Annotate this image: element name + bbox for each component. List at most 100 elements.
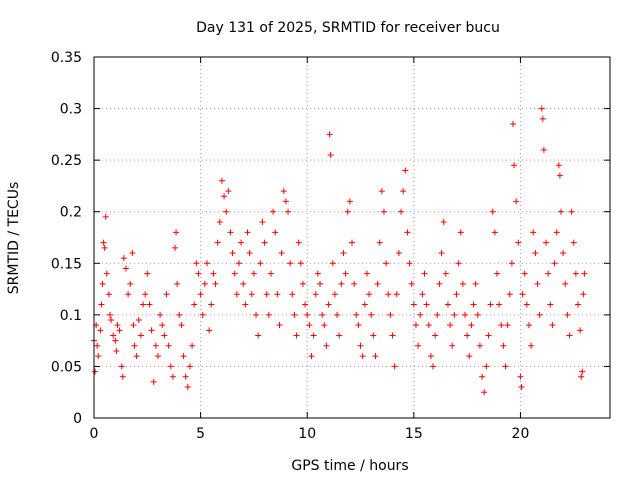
data-point [193, 260, 200, 267]
data-point [530, 229, 537, 236]
data-point [387, 311, 394, 318]
data-point [393, 291, 400, 298]
data-point [325, 301, 332, 308]
data-point [302, 301, 309, 308]
data-point [572, 270, 579, 277]
data-point [246, 249, 253, 256]
data-point [415, 342, 422, 349]
data-point [157, 311, 164, 318]
data-point [253, 311, 260, 318]
data-point [270, 208, 277, 215]
data-point [440, 219, 447, 226]
data-point [195, 270, 202, 277]
data-point [140, 301, 147, 308]
data-point [470, 301, 477, 308]
data-point [178, 322, 185, 329]
data-point [406, 260, 413, 267]
data-point [355, 322, 362, 329]
data-point [150, 378, 157, 385]
data-point [562, 280, 569, 287]
data-point [444, 301, 451, 308]
data-point [577, 327, 584, 334]
data-point [267, 270, 274, 277]
data-point [229, 249, 236, 256]
data-point [167, 363, 174, 370]
data-point [119, 373, 126, 380]
data-point [515, 239, 522, 246]
data-point [295, 239, 302, 246]
data-point [130, 322, 137, 329]
x-tick-label: 10 [298, 426, 316, 442]
data-point [361, 301, 368, 308]
data-point [449, 342, 456, 349]
data-point [575, 301, 582, 308]
data-point [223, 208, 230, 215]
data-points [91, 105, 588, 396]
data-point [500, 342, 507, 349]
data-point [464, 332, 471, 339]
data-point [100, 239, 107, 246]
data-point [342, 270, 349, 277]
data-point [496, 301, 503, 308]
data-point [310, 332, 317, 339]
data-point [97, 327, 104, 334]
data-point [508, 260, 515, 267]
data-point [366, 291, 373, 298]
data-point [326, 131, 333, 138]
data-point [137, 332, 144, 339]
data-point [566, 332, 573, 339]
data-point [581, 270, 588, 277]
data-point [218, 177, 225, 184]
data-point [385, 291, 392, 298]
data-point [329, 260, 336, 267]
data-point [197, 291, 204, 298]
data-point [410, 301, 417, 308]
data-point [532, 249, 539, 256]
data-point [233, 291, 240, 298]
data-point [265, 311, 272, 318]
data-point [278, 249, 285, 256]
data-point [402, 167, 409, 174]
chart-title: Day 131 of 2025, SRMTID for receiver buc… [196, 20, 500, 36]
data-point [423, 301, 430, 308]
data-point [404, 229, 411, 236]
data-point [545, 270, 552, 277]
data-point [186, 363, 193, 370]
data-point [261, 239, 268, 246]
data-point [144, 270, 151, 277]
data-point [427, 353, 434, 360]
data-point [154, 353, 161, 360]
axis-ticks [93, 56, 610, 419]
plot-frame [93, 56, 611, 419]
data-point [129, 249, 136, 256]
tick-labels: 0 5 10 15 20 0 0.05 0.1 0.15 0.2 0.25 0.3 0.35 [51, 50, 530, 442]
data-point [259, 219, 266, 226]
data-point [95, 353, 102, 360]
data-point [519, 291, 526, 298]
data-point [498, 322, 505, 329]
data-point [517, 373, 524, 380]
data-point [389, 332, 396, 339]
data-point [543, 239, 550, 246]
data-point [112, 337, 119, 344]
data-point [547, 301, 554, 308]
data-point [101, 244, 108, 251]
data-point [457, 229, 464, 236]
data-point [472, 280, 479, 287]
data-point [462, 311, 469, 318]
data-point [408, 280, 415, 287]
data-point [321, 322, 328, 329]
x-tick-label: 5 [196, 426, 205, 442]
data-point [306, 322, 313, 329]
data-point [280, 188, 287, 195]
data-point [201, 280, 208, 287]
data-point [378, 188, 385, 195]
data-point [118, 363, 125, 370]
data-point [380, 208, 387, 215]
data-point [250, 270, 257, 277]
data-point [447, 322, 454, 329]
data-point [540, 146, 547, 153]
data-point [319, 311, 326, 318]
data-point [434, 311, 441, 318]
x-tick-label: 0 [90, 426, 99, 442]
